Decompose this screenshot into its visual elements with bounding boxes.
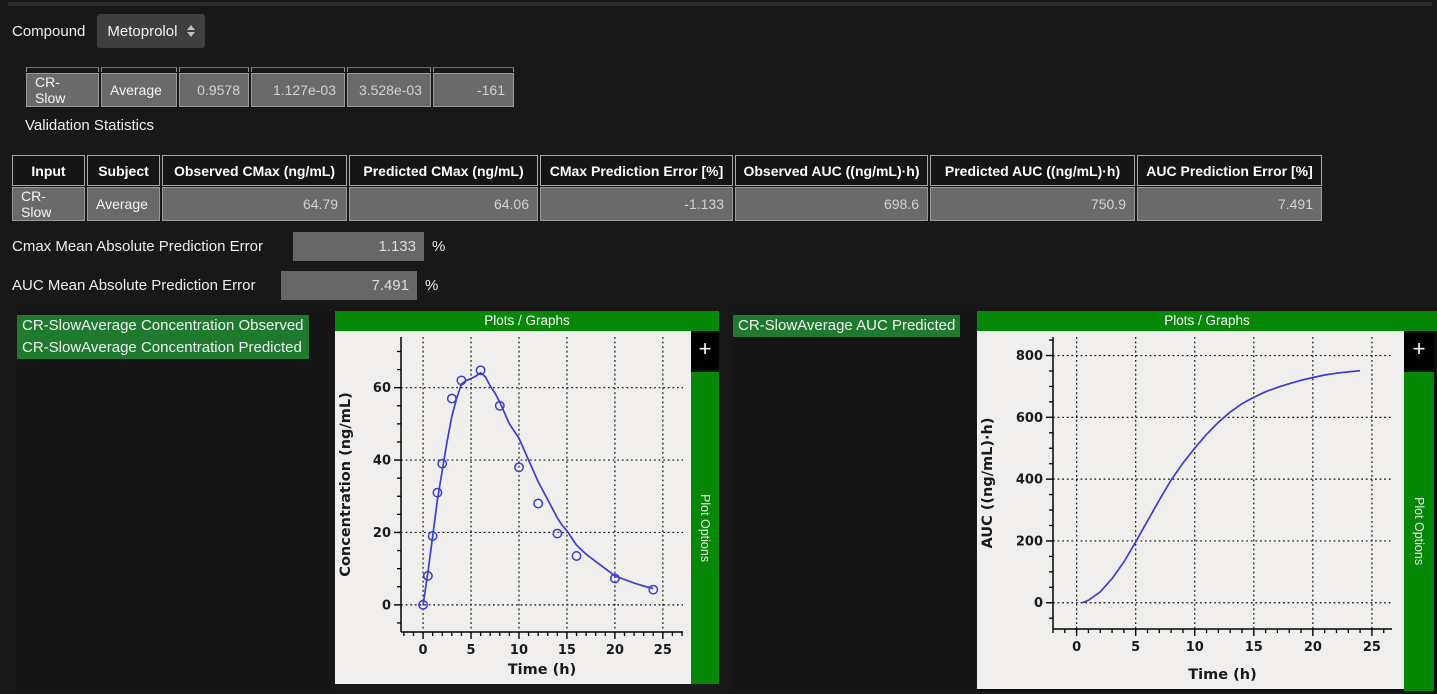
x-axis-label: Time (h) (508, 662, 576, 678)
series-line (422, 371, 654, 606)
auc-error-label: AUC Mean Absolute Prediction Error (12, 277, 256, 294)
chart-svg: 0 5 10 15 20 25 0 200 400 600 800 Time (h) AUC ((ng/… (980, 337, 1392, 683)
auc-chart: 0 5 10 15 20 25 0 200 400 600 800 Time (h) AUC ((ng/… (977, 331, 1404, 689)
table-cell[interactable]: -161 (433, 73, 514, 107)
concentration-legend-panel: CR-SlowAverage Concentration Observed CR… (17, 311, 334, 691)
table-row: CR-Slow Average 64.79 64.06 -1.133 698.6 750.9… (12, 187, 1322, 221)
auc-plot-panel: Plots / Graphs 0 5 10 15 20 25 0 200 400 600 800 Ti… (977, 311, 1437, 691)
concentration-plot-panel: Plots / Graphs 0 5 10 15 20 25 0 20 40 60 Time (h)… (335, 311, 719, 684)
chart-tick-labels: 0 5 10 15 20 25 0 20 40 60 (373, 381, 672, 658)
svg-text:0: 0 (1034, 596, 1043, 611)
chart-grid (401, 337, 683, 632)
table-cell[interactable]: 64.79 (162, 187, 347, 221)
svg-text:15: 15 (558, 643, 576, 658)
add-plot-button[interactable]: + (691, 331, 719, 369)
svg-text:0: 0 (382, 598, 391, 613)
table-cell[interactable]: Average (87, 187, 160, 221)
plot-panel-header: Plots / Graphs (335, 311, 719, 331)
svg-text:0: 0 (1072, 640, 1081, 655)
svg-text:0: 0 (419, 643, 428, 658)
chart-tick-labels: 0 5 10 15 20 25 0 200 400 600 800 (1016, 349, 1381, 655)
svg-text:400: 400 (1016, 473, 1043, 488)
svg-text:40: 40 (373, 454, 391, 469)
table-cell[interactable]: 698.6 (735, 187, 928, 221)
column-header: Observed AUC ((ng/mL)·h) (735, 155, 928, 186)
svg-text:15: 15 (1245, 640, 1263, 655)
chart-svg: 0 5 10 15 20 25 0 20 40 60 Time (h) Concentration (… (338, 337, 683, 678)
column-header: CMax Prediction Error [%] (540, 155, 733, 186)
svg-text:25: 25 (654, 643, 672, 658)
y-axis-label: Concentration (ng/mL) (338, 392, 354, 576)
add-plot-button[interactable]: + (1404, 331, 1434, 369)
table-cell[interactable]: CR-Slow (12, 187, 85, 221)
compound-row: Compound Metoprolol (12, 14, 206, 48)
compound-label: Compound (12, 22, 86, 40)
concentration-chart: 0 5 10 15 20 25 0 20 40 60 Time (h) Concentration (… (335, 331, 691, 684)
compound-select-value: Metoprolol (107, 22, 178, 40)
svg-text:60: 60 (373, 381, 391, 396)
table-cell[interactable]: 3.528e-03 (347, 73, 431, 107)
table-cell[interactable]: CR-Slow (26, 73, 99, 107)
chart-grid (1053, 337, 1392, 629)
cmax-error-field[interactable]: 1.133 (293, 232, 424, 261)
x-axis-label: Time (h) (1188, 667, 1256, 683)
legend-item-auc-predicted[interactable]: CR-SlowAverage AUC Predicted (733, 315, 961, 337)
legend-item-concentration-predicted[interactable]: CR-SlowAverage Concentration Predicted (17, 337, 309, 359)
chart-ticks (1046, 339, 1385, 636)
cmax-error-label: Cmax Mean Absolute Prediction Error (12, 238, 263, 255)
plot-options-tab[interactable]: Plot Options (1404, 372, 1434, 691)
series-line (1082, 369, 1361, 604)
table-cell[interactable]: 64.06 (349, 187, 538, 221)
parameter-table-clipped-row (26, 67, 514, 72)
plot-options-tab[interactable]: Plot Options (691, 372, 719, 684)
auc-legend-block: CR-SlowAverage AUC Predicted (733, 315, 961, 337)
column-header: Subject (87, 155, 160, 186)
svg-text:600: 600 (1016, 411, 1043, 426)
compound-select[interactable]: Metoprolol (97, 14, 206, 48)
auc-legend-panel: CR-SlowAverage AUC Predicted (733, 311, 976, 691)
cmax-error-unit: % (432, 238, 446, 255)
concentration-legend-block: CR-SlowAverage Concentration Observed CR… (17, 315, 309, 359)
table-cell[interactable]: 750.9 (930, 187, 1135, 221)
svg-text:5: 5 (466, 643, 475, 658)
parameter-table: CR-Slow Average 0.9578 1.127e-03 3.528e-03 -1… (24, 66, 516, 108)
column-header: Predicted CMax (ng/mL) (349, 155, 538, 186)
table-cell[interactable]: 7.491 (1137, 187, 1322, 221)
svg-text:10: 10 (510, 643, 528, 658)
top-divider (8, 2, 1432, 6)
spinner-arrows-icon[interactable] (187, 25, 196, 37)
svg-text:20: 20 (1304, 640, 1322, 655)
table-cell[interactable]: 1.127e-03 (251, 73, 345, 107)
column-header: Observed CMax (ng/mL) (162, 155, 347, 186)
table-cell[interactable]: Average (101, 73, 177, 107)
svg-text:20: 20 (373, 526, 391, 541)
column-header: AUC Prediction Error [%] (1137, 155, 1322, 186)
table-cell[interactable]: 0.9578 (179, 73, 249, 107)
svg-text:200: 200 (1016, 534, 1043, 549)
auc-error-field[interactable]: 7.491 (281, 271, 417, 300)
y-axis-label: AUC ((ng/mL)·h) (980, 418, 996, 549)
chart-axes (1052, 337, 1392, 630)
svg-text:20: 20 (606, 643, 624, 658)
auc-error-unit: % (425, 277, 439, 294)
svg-text:800: 800 (1016, 349, 1043, 364)
table-cell[interactable]: -1.133 (540, 187, 733, 221)
chart-axes (400, 337, 683, 633)
validation-statistics-title: Validation Statistics (25, 117, 154, 134)
column-header: Input (12, 155, 85, 186)
chart-ticks (394, 350, 683, 639)
plot-panel-header: Plots / Graphs (977, 311, 1437, 331)
svg-text:5: 5 (1131, 640, 1140, 655)
svg-text:25: 25 (1363, 640, 1381, 655)
validation-table: Input Subject Observed CMax (ng/mL) Predict… (10, 154, 1324, 222)
column-header: Predicted AUC ((ng/mL)·h) (930, 155, 1135, 186)
table-row: CR-Slow Average 0.9578 1.127e-03 3.528e-03 -1… (26, 73, 514, 107)
legend-item-concentration-observed[interactable]: CR-SlowAverage Concentration Observed (17, 315, 309, 337)
svg-text:10: 10 (1186, 640, 1204, 655)
